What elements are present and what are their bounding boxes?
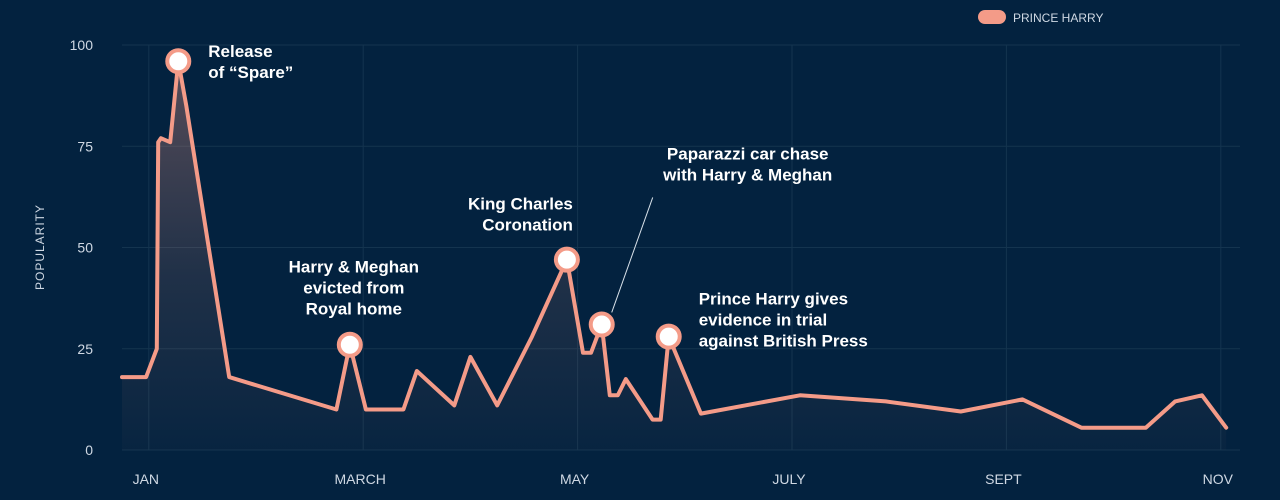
annotation-marker-1 xyxy=(336,331,363,358)
annotation-marker-0 xyxy=(165,48,192,75)
annotation-marker-4 xyxy=(655,323,682,350)
annotation-label-4: Prince Harry gives evidence in trial again… xyxy=(699,290,868,351)
annotation-line-1-0: Harry & Meghan xyxy=(289,258,419,277)
annotation-line-1-2: Royal home xyxy=(306,300,402,319)
annotation-leader-3 xyxy=(611,197,654,313)
annotation-marker-3 xyxy=(588,311,615,338)
x-tick-label-2: MAY xyxy=(560,471,590,487)
annotation-line-4-2: against British Press xyxy=(699,332,868,351)
leader-layer xyxy=(611,197,654,313)
y-tick-label-1: 25 xyxy=(77,341,93,357)
grid xyxy=(122,44,1240,451)
area-layer xyxy=(122,61,1227,450)
annotations: Release of “Spare” Harry & Meghan evicted f… xyxy=(208,42,868,350)
y-tick-label-0: 0 xyxy=(85,442,93,458)
annotation-label-3: Paparazzi car chase with Harry & Meghan xyxy=(662,144,832,184)
y-tick-label-2: 50 xyxy=(77,240,93,256)
x-tick-label-4: SEPT xyxy=(985,471,1022,487)
legend-label: PRINCE HARRY xyxy=(1013,11,1103,25)
annotation-line-2-0: King Charles xyxy=(468,195,573,214)
axis-ticks: 0 25 50 75 100 JAN MARCH MAY JULY SEPT NOV xyxy=(70,37,1234,487)
x-tick-label-0: JAN xyxy=(133,471,159,487)
annotation-line-3-0: Paparazzi car chase xyxy=(667,144,829,163)
y-tick-label-4: 100 xyxy=(70,37,94,53)
annotation-line-4-1: evidence in trial xyxy=(699,311,828,330)
marker-layer xyxy=(165,48,682,358)
annotation-label-0: Release of “Spare” xyxy=(208,42,293,82)
x-tick-label-3: JULY xyxy=(772,471,806,487)
annotation-line-1-1: evicted from xyxy=(303,279,404,298)
y-axis-label: POPULARITY xyxy=(33,204,47,290)
annotation-label-2: King Charles Coronation xyxy=(468,195,573,235)
annotation-line-2-1: Coronation xyxy=(482,216,573,235)
legend: PRINCE HARRY xyxy=(978,10,1103,25)
y-tick-label-3: 75 xyxy=(77,138,93,154)
legend-swatch xyxy=(978,10,1006,24)
annotation-line-0-0: Release xyxy=(208,42,272,61)
series-area-prince-harry xyxy=(122,61,1227,450)
annotation-marker-2 xyxy=(553,246,580,273)
x-tick-label-1: MARCH xyxy=(335,471,386,487)
x-tick-label-5: NOV xyxy=(1203,471,1234,487)
annotation-line-3-1: with Harry & Meghan xyxy=(662,165,832,184)
annotation-line-4-0: Prince Harry gives xyxy=(699,290,848,309)
annotation-line-0-1: of “Spare” xyxy=(208,63,293,82)
annotation-label-1: Harry & Meghan evicted from Royal home xyxy=(289,258,419,319)
